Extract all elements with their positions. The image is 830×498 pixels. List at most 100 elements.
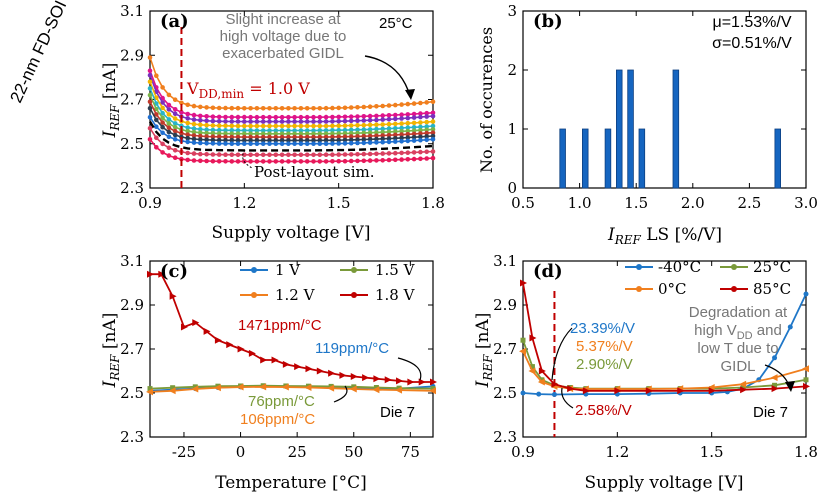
series-marker [279, 131, 285, 137]
series-marker [362, 374, 370, 382]
series-marker [172, 148, 178, 153]
series-marker [286, 152, 291, 158]
series-marker [216, 134, 222, 140]
series-marker [235, 119, 241, 124]
x-tick-label: 1.2 [232, 194, 256, 212]
note-arrowhead [785, 381, 795, 392]
series-marker [424, 149, 430, 155]
series-marker [614, 387, 622, 395]
series-marker [229, 131, 235, 136]
series-marker [248, 131, 253, 137]
series-marker [772, 355, 778, 361]
series-marker [292, 159, 297, 164]
series-marker [229, 138, 235, 143]
series-marker [185, 157, 190, 163]
series-marker [242, 131, 247, 136]
legend-marker [731, 286, 737, 292]
series-marker [191, 129, 197, 135]
series-marker [355, 114, 360, 119]
x-tick-label: 2.5 [737, 194, 761, 212]
series-marker [147, 92, 153, 98]
series-marker [803, 382, 810, 390]
series-marker [405, 120, 411, 126]
series-marker [254, 114, 260, 120]
series-marker [367, 137, 373, 142]
legend-marker [351, 267, 357, 273]
series-marker [166, 107, 172, 112]
histogram-bar [672, 69, 680, 189]
tc-1-label: 119ppm/°C [315, 340, 389, 357]
series-marker [393, 116, 398, 122]
series-marker [223, 131, 228, 136]
y-tick-label: 0 [507, 179, 517, 197]
series-marker [185, 139, 190, 145]
legend-label: 25°C [753, 258, 791, 276]
series-marker [361, 130, 367, 136]
series-marker [374, 126, 379, 132]
series-line-die-7 [149, 101, 434, 138]
series-marker [273, 119, 279, 124]
series-marker [147, 55, 153, 60]
series-marker [216, 105, 222, 111]
series-marker [172, 97, 178, 102]
series-marker [298, 159, 304, 164]
series-marker [328, 369, 336, 377]
series-marker [393, 132, 398, 138]
y-axis-label-unit: [nA] [100, 313, 120, 355]
series-marker [260, 141, 266, 146]
series-marker [292, 152, 297, 158]
series-marker [317, 134, 323, 140]
series-marker [292, 131, 297, 137]
series-marker [210, 127, 216, 133]
series-marker [380, 103, 386, 109]
y-tick-label: 2 [507, 61, 517, 79]
series-marker [279, 106, 285, 111]
series-marker [361, 133, 367, 139]
series-marker [210, 158, 216, 164]
series-marker [166, 117, 172, 122]
series-marker [380, 139, 386, 145]
series-marker [395, 386, 403, 394]
series-marker [418, 137, 423, 143]
x-tick-label: 0 [236, 443, 246, 461]
series-marker [166, 92, 172, 98]
series-marker [292, 138, 297, 143]
series-marker [336, 152, 342, 157]
die-label: Die 7 [753, 404, 788, 421]
series-marker [267, 134, 272, 140]
series-marker [323, 159, 329, 164]
series-marker [536, 391, 542, 397]
x-tick-label: 3.0 [794, 194, 818, 212]
y-axis-label: IREF [nA] [473, 313, 495, 389]
series-marker [267, 123, 272, 129]
series-marker [529, 364, 535, 370]
series-marker [298, 106, 304, 111]
series-marker [154, 117, 159, 123]
ls-pointer [551, 327, 573, 381]
series-line-die-9 [149, 116, 434, 145]
series-line-die-1 [149, 57, 434, 110]
note-arrow [364, 55, 411, 97]
series-marker [367, 133, 373, 139]
series-marker [235, 105, 241, 111]
note-vdd-v: high V [694, 322, 737, 339]
series-marker [223, 134, 228, 140]
series-marker [254, 138, 260, 143]
x-tick-label: 50 [344, 443, 363, 461]
series-marker [386, 157, 392, 163]
series-marker [279, 138, 285, 143]
series-marker [260, 114, 266, 120]
series-marker [172, 111, 178, 117]
series-marker [399, 135, 404, 141]
series-marker [323, 114, 329, 120]
series-marker [323, 134, 329, 140]
series-marker [235, 159, 241, 164]
series-marker [282, 360, 290, 368]
series-marker [317, 114, 323, 120]
series-marker [191, 112, 197, 118]
series-marker [229, 123, 235, 129]
temperature-label: 25°C [379, 15, 413, 32]
series-marker [311, 131, 316, 137]
series-marker [223, 114, 228, 120]
